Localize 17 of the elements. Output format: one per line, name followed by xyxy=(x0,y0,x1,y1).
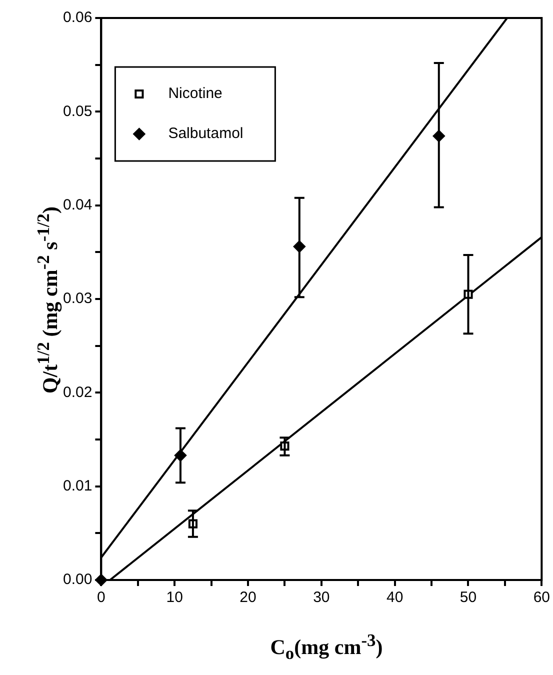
legend-label: Nicotine xyxy=(168,85,222,102)
x-tick-label: 20 xyxy=(240,589,256,606)
y-tick-label: 0.03 xyxy=(62,290,92,308)
y-tick-label: 0.06 xyxy=(62,9,92,26)
x-tick-label: 50 xyxy=(460,589,477,606)
x-tick-label: 30 xyxy=(313,589,330,606)
y-tick-label: 0.05 xyxy=(62,102,92,120)
y-tick-label: 0.01 xyxy=(62,477,92,494)
x-tick-label: 60 xyxy=(533,589,550,606)
x-tick-label: 40 xyxy=(386,589,404,606)
x-axis-title: C$_{o}$(mg cm$^{-3}$) xyxy=(269,630,384,664)
x-tick-label: 0 xyxy=(97,589,106,606)
y-tick-label: 0.00 xyxy=(62,571,92,588)
y-tick-label: 0.04 xyxy=(62,196,92,214)
x-tick-label: 10 xyxy=(166,589,183,606)
legend-label: Salbutamol xyxy=(168,125,244,142)
y-tick-label: 0.02 xyxy=(62,384,92,401)
